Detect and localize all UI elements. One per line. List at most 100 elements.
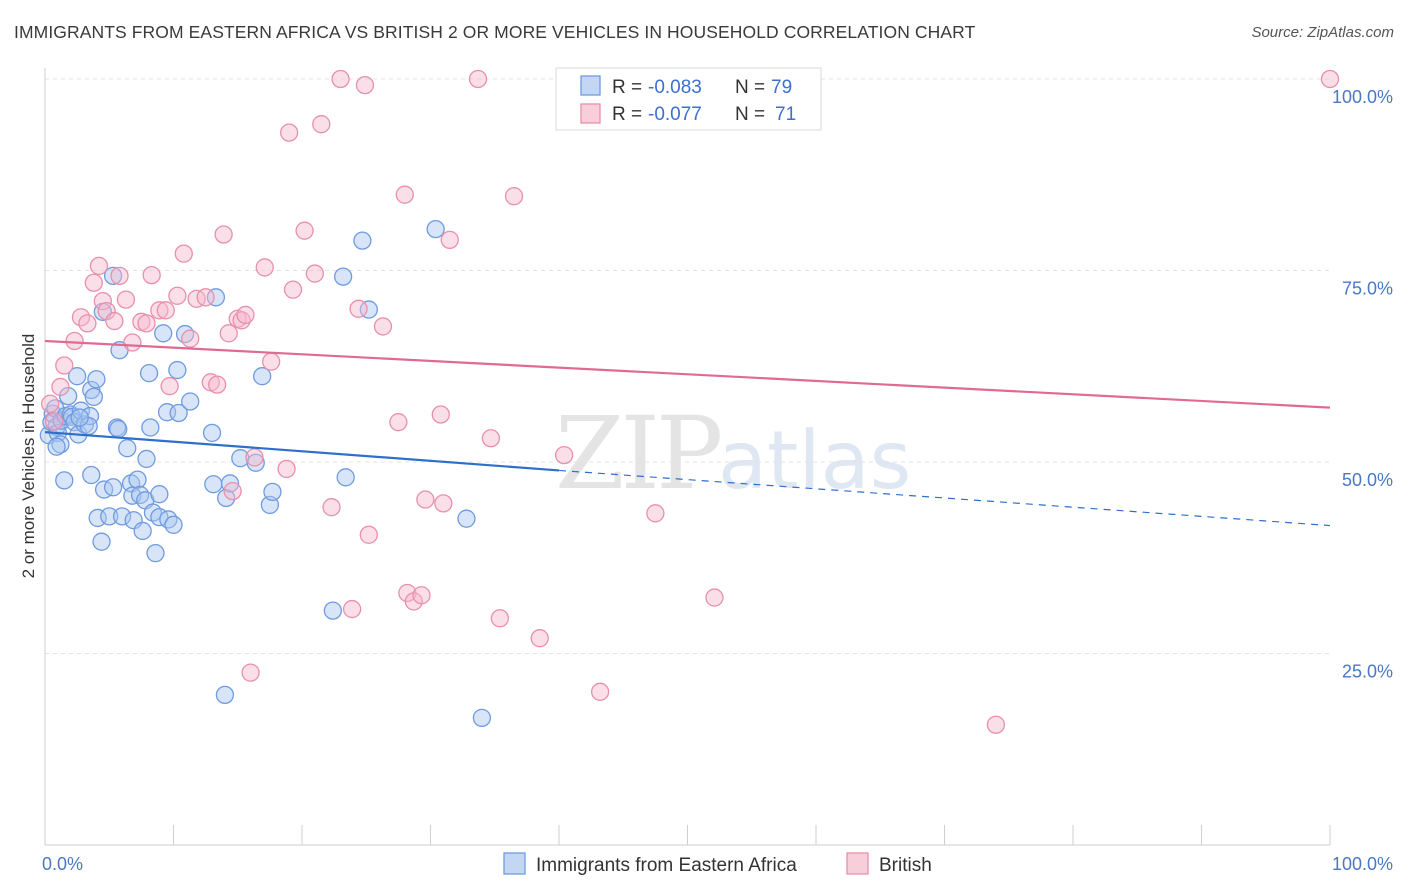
point-british — [84, 273, 103, 292]
point-british — [255, 258, 274, 277]
y-tick-label: 50.0% — [1342, 470, 1393, 490]
point-eastern-africa — [336, 468, 355, 487]
series-british-points — [40, 69, 1340, 734]
point-eastern-africa — [141, 418, 160, 437]
point-eastern-africa — [472, 708, 492, 727]
chart-title: IMMIGRANTS FROM EASTERN AFRICA VS BRITIS… — [14, 22, 976, 42]
y-tick-label: 100.0% — [1332, 87, 1393, 107]
point-british — [440, 230, 459, 250]
legend-pink-n-label: N = — [735, 104, 770, 125]
legend-pink-n-value: 71 — [775, 104, 796, 125]
point-eastern-africa — [70, 408, 89, 427]
point-eastern-africa — [333, 267, 353, 286]
legend-pink-r-label: R = — [612, 104, 647, 125]
point-british — [322, 498, 341, 517]
point-british — [97, 301, 116, 321]
point-eastern-africa — [47, 437, 66, 456]
point-british — [181, 329, 200, 348]
point-eastern-africa — [139, 363, 159, 383]
series-eastern-africa-points — [39, 219, 492, 727]
point-eastern-africa — [150, 485, 169, 504]
point-eastern-africa — [263, 482, 282, 502]
series-legend: Immigrants from Eastern Africa British — [503, 852, 932, 876]
point-british — [504, 187, 524, 206]
point-eastern-africa — [103, 478, 123, 497]
point-eastern-africa — [55, 471, 74, 490]
point-eastern-africa — [253, 367, 272, 386]
point-british — [530, 629, 549, 648]
point-british — [705, 588, 724, 607]
point-british — [116, 290, 136, 309]
watermark-zip: ZIP — [555, 395, 720, 512]
point-british — [359, 525, 378, 544]
point-british — [490, 609, 510, 628]
point-british — [150, 301, 169, 320]
y-tick-labels: 100.0% 75.0% 50.0% 25.0% — [1332, 87, 1393, 682]
stats-legend: R = -0.083 N = 79 R = -0.077 N = 71 — [555, 67, 822, 131]
point-british — [389, 413, 408, 432]
point-british — [416, 490, 435, 509]
point-british — [214, 225, 233, 244]
point-british — [137, 314, 156, 333]
point-eastern-africa — [202, 423, 222, 443]
point-eastern-africa — [82, 465, 101, 485]
point-british — [295, 221, 314, 240]
watermark: ZIP atlas — [555, 395, 911, 512]
point-british — [156, 301, 175, 320]
point-british — [590, 682, 610, 701]
point-eastern-africa — [128, 470, 147, 489]
point-british — [142, 265, 161, 285]
point-eastern-africa — [130, 485, 150, 505]
point-british — [40, 394, 60, 413]
point-british — [44, 412, 64, 431]
point-british — [395, 185, 414, 204]
point-eastern-africa — [100, 507, 119, 526]
point-eastern-africa — [164, 515, 183, 534]
legend-swatch-blue — [580, 75, 601, 96]
legend-blue-r-value: -0.083 — [648, 77, 702, 98]
point-british — [312, 115, 331, 134]
series-legend-label-blue: Immigrants from Eastern Africa — [536, 855, 797, 876]
y-axis-label: 2 or more Vehicles in Household — [19, 334, 38, 579]
point-british — [89, 256, 109, 276]
point-eastern-africa — [206, 288, 226, 307]
point-eastern-africa — [169, 403, 188, 423]
point-british — [283, 280, 303, 299]
x-tick-label: 0.0% — [42, 854, 83, 874]
point-eastern-africa — [217, 488, 236, 508]
point-british — [51, 377, 70, 397]
point-british — [305, 264, 325, 283]
point-eastern-africa — [118, 439, 137, 458]
point-british — [355, 75, 375, 95]
point-eastern-africa — [215, 685, 235, 705]
point-british — [65, 331, 84, 351]
point-british — [373, 317, 393, 336]
point-eastern-africa — [67, 367, 87, 386]
point-british — [434, 494, 453, 513]
point-british — [331, 69, 350, 89]
point-british — [219, 324, 238, 343]
legend-swatch-pink — [580, 103, 601, 124]
point-eastern-africa — [159, 510, 178, 529]
point-british — [110, 266, 129, 286]
legend-blue-r-label: R = — [612, 77, 647, 98]
point-eastern-africa — [84, 387, 103, 407]
point-eastern-africa — [88, 508, 107, 528]
point-eastern-africa — [168, 360, 187, 380]
point-eastern-africa — [87, 370, 106, 389]
point-british — [223, 481, 242, 501]
trend-line-british — [44, 339, 1331, 409]
watermark-atlas: atlas — [718, 414, 911, 507]
trend-line-eastern-africa — [44, 431, 560, 472]
point-british — [105, 311, 124, 331]
point-eastern-africa — [353, 231, 372, 250]
point-british — [431, 405, 450, 424]
point-british — [93, 291, 112, 311]
point-british — [241, 663, 260, 682]
x-tick-labels: 0.0% 100.0% — [42, 854, 1393, 874]
point-eastern-africa — [71, 401, 91, 420]
point-eastern-africa — [146, 544, 165, 563]
point-british — [986, 715, 1006, 734]
point-british — [279, 123, 299, 142]
point-eastern-africa — [58, 386, 78, 406]
